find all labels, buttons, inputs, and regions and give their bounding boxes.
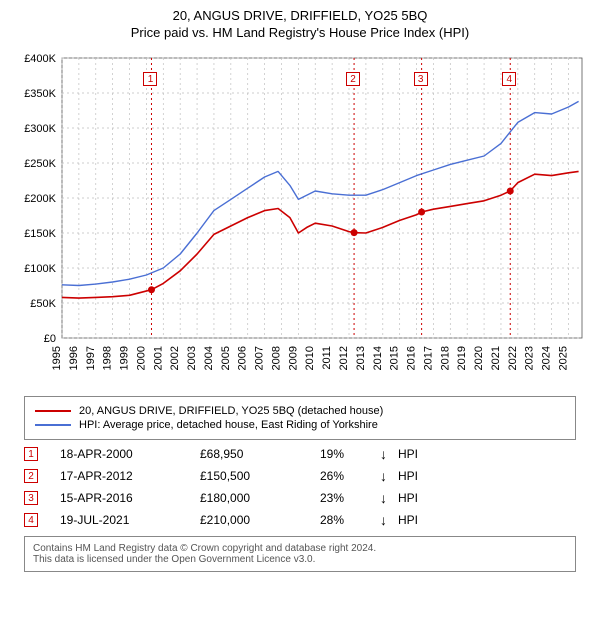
svg-text:1998: 1998 — [102, 346, 114, 370]
svg-text:£400K: £400K — [24, 53, 56, 65]
arrow-down-icon: ↓ — [380, 446, 398, 462]
transaction-pct: 23% — [320, 491, 380, 505]
transaction-price: £150,500 — [200, 469, 320, 483]
legend-swatch — [35, 410, 71, 412]
chart-marker-3: 3 — [414, 72, 428, 86]
line-chart-svg: £0 £50K £100K £150K £200K £250K £300K £350K £400… — [10, 48, 590, 388]
transaction-suffix: HPI — [398, 469, 418, 483]
transaction-marker: 2 — [24, 469, 38, 483]
svg-text:£150K: £150K — [24, 228, 56, 240]
legend-swatch — [35, 424, 71, 426]
transaction-row: 2 17-APR-2012£150,50026%↓HPI — [24, 468, 576, 484]
transaction-date: 17-APR-2012 — [60, 469, 200, 483]
svg-text:2013: 2013 — [355, 346, 367, 370]
chart-marker-4: 4 — [502, 72, 516, 86]
svg-text:2022: 2022 — [507, 346, 519, 370]
svg-text:£50K: £50K — [30, 298, 56, 310]
transaction-row: 4 19-JUL-2021£210,00028%↓HPI — [24, 512, 576, 528]
transaction-marker: 4 — [24, 513, 38, 527]
svg-text:£0: £0 — [44, 333, 56, 345]
svg-text:2002: 2002 — [169, 346, 181, 370]
svg-text:2024: 2024 — [541, 346, 553, 370]
legend-box: 20, ANGUS DRIVE, DRIFFIELD, YO25 5BQ (de… — [24, 396, 576, 440]
svg-text:2007: 2007 — [254, 346, 266, 370]
transaction-pct: 26% — [320, 469, 380, 483]
svg-text:£100K: £100K — [24, 263, 56, 275]
svg-text:2003: 2003 — [186, 346, 198, 370]
svg-text:2023: 2023 — [524, 346, 536, 370]
svg-text:1999: 1999 — [119, 346, 131, 370]
legend-item-1: HPI: Average price, detached house, East… — [35, 419, 565, 431]
transaction-price: £68,950 — [200, 447, 320, 461]
transaction-marker: 1 — [24, 447, 38, 461]
svg-text:2010: 2010 — [304, 346, 316, 370]
transaction-row: 3 15-APR-2016£180,00023%↓HPI — [24, 490, 576, 506]
footer-box: Contains HM Land Registry data © Crown c… — [24, 536, 576, 572]
legend-item-0: 20, ANGUS DRIVE, DRIFFIELD, YO25 5BQ (de… — [35, 405, 565, 417]
svg-text:2021: 2021 — [490, 346, 502, 370]
svg-text:1997: 1997 — [85, 346, 97, 370]
svg-text:2019: 2019 — [456, 346, 468, 370]
legend-label: 20, ANGUS DRIVE, DRIFFIELD, YO25 5BQ (de… — [79, 405, 383, 417]
svg-text:2009: 2009 — [287, 346, 299, 370]
svg-text:2008: 2008 — [270, 346, 282, 370]
svg-text:2005: 2005 — [220, 346, 232, 370]
svg-text:2000: 2000 — [135, 346, 147, 370]
svg-text:2004: 2004 — [203, 346, 215, 370]
transaction-pct: 28% — [320, 513, 380, 527]
arrow-down-icon: ↓ — [380, 490, 398, 506]
svg-text:2025: 2025 — [557, 346, 569, 370]
svg-text:£250K: £250K — [24, 158, 56, 170]
svg-text:£200K: £200K — [24, 193, 56, 205]
svg-text:2011: 2011 — [321, 346, 333, 370]
transaction-table: 118-APR-2000£68,95019%↓HPI217-APR-2012£1… — [24, 446, 576, 528]
transaction-row: 1 18-APR-2000£68,95019%↓HPI — [24, 446, 576, 462]
transaction-marker: 3 — [24, 491, 38, 505]
svg-text:2001: 2001 — [152, 346, 164, 370]
chart-marker-1: 1 — [143, 72, 157, 86]
chart-title: 20, ANGUS DRIVE, DRIFFIELD, YO25 5BQ — [10, 8, 590, 23]
transaction-price: £180,000 — [200, 491, 320, 505]
svg-text:1996: 1996 — [68, 346, 80, 370]
footer-line-1: Contains HM Land Registry data © Crown c… — [33, 543, 567, 554]
arrow-down-icon: ↓ — [380, 468, 398, 484]
transaction-pct: 19% — [320, 447, 380, 461]
transaction-date: 18-APR-2000 — [60, 447, 200, 461]
svg-text:2012: 2012 — [338, 346, 350, 370]
legend-label: HPI: Average price, detached house, East… — [79, 419, 378, 431]
footer-line-2: This data is licensed under the Open Gov… — [33, 554, 567, 565]
svg-text:2018: 2018 — [439, 346, 451, 370]
svg-text:2016: 2016 — [406, 346, 418, 370]
svg-text:2006: 2006 — [237, 346, 249, 370]
transaction-suffix: HPI — [398, 513, 418, 527]
transaction-suffix: HPI — [398, 491, 418, 505]
transaction-price: £210,000 — [200, 513, 320, 527]
svg-text:2020: 2020 — [473, 346, 485, 370]
svg-text:2015: 2015 — [389, 346, 401, 370]
transaction-date: 19-JUL-2021 — [60, 513, 200, 527]
chart-area: £0 £50K £100K £150K £200K £250K £300K £350K £400… — [10, 48, 590, 388]
transaction-suffix: HPI — [398, 447, 418, 461]
arrow-down-icon: ↓ — [380, 512, 398, 528]
chart-subtitle: Price paid vs. HM Land Registry's House … — [10, 25, 590, 40]
svg-text:2014: 2014 — [372, 346, 384, 370]
chart-container: 20, ANGUS DRIVE, DRIFFIELD, YO25 5BQ Pri… — [0, 0, 600, 582]
svg-text:£300K: £300K — [24, 123, 56, 135]
transaction-date: 15-APR-2016 — [60, 491, 200, 505]
svg-text:1995: 1995 — [51, 346, 63, 370]
svg-text:£350K: £350K — [24, 88, 56, 100]
chart-marker-2: 2 — [346, 72, 360, 86]
svg-text:2017: 2017 — [422, 346, 434, 370]
